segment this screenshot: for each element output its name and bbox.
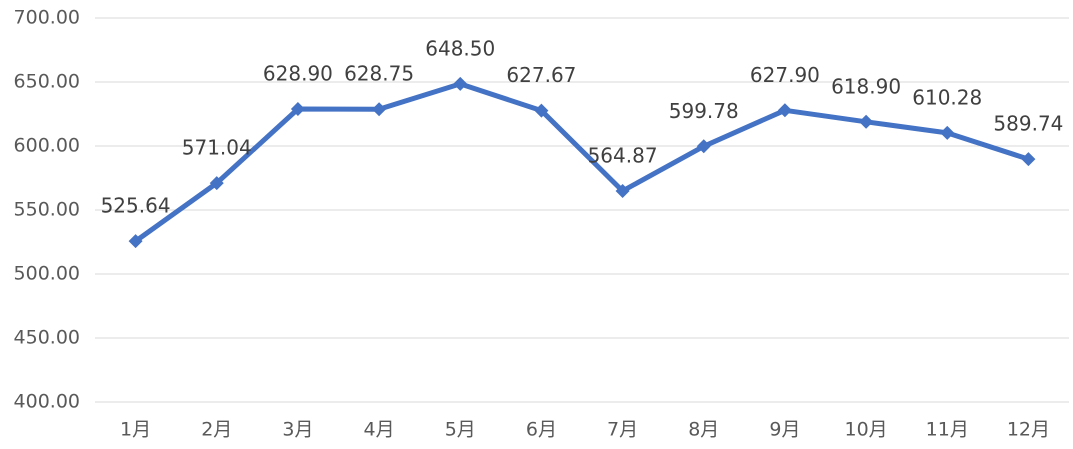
data-label: 627.67: [506, 63, 576, 87]
line: [134, 81, 1030, 244]
y-tick-label: 550.00: [14, 199, 80, 221]
data-label: 628.90: [263, 62, 333, 86]
x-tick-label: 8月: [688, 419, 719, 441]
data-label: 589.74: [993, 112, 1063, 136]
y-tick-label: 450.00: [14, 327, 80, 349]
marker: [615, 183, 630, 198]
y-tick-label: 700.00: [14, 7, 80, 29]
marker: [859, 114, 874, 129]
marker: [128, 234, 143, 249]
x-tick-label: 10月: [844, 419, 887, 441]
marker: [290, 102, 305, 117]
x-tick-label: 5月: [445, 419, 476, 441]
x-tick-label: 6月: [526, 419, 557, 441]
x-tick-label: 7月: [607, 419, 638, 441]
marker: [534, 103, 549, 118]
y-tick-label: 500.00: [14, 263, 80, 285]
x-tick-label: 4月: [364, 419, 395, 441]
y-tick-label: 400.00: [14, 391, 80, 413]
x-tick-label: 9月: [769, 419, 800, 441]
x-tick-label: 12月: [1007, 419, 1050, 441]
marker: [777, 103, 792, 118]
y-tick-label: 600.00: [14, 135, 80, 157]
data-label: 571.04: [182, 136, 252, 160]
data-label: 628.75: [344, 62, 414, 86]
marker: [940, 125, 955, 140]
data-label: 599.78: [669, 99, 739, 123]
marker: [209, 176, 224, 191]
data-label: 618.90: [831, 74, 901, 98]
marker: [1021, 152, 1036, 167]
marker: [453, 76, 468, 91]
marker: [696, 139, 711, 154]
data-label: 627.90: [750, 63, 820, 87]
data-label: 525.64: [101, 194, 171, 218]
data-label: 610.28: [912, 85, 982, 109]
data-label: 648.50: [425, 36, 495, 60]
x-tick-label: 2月: [201, 419, 232, 441]
data-label: 564.87: [588, 143, 658, 167]
x-tick-label: 11月: [926, 419, 969, 441]
x-tick-label: 1月: [120, 419, 151, 441]
marker: [372, 102, 387, 117]
y-tick-label: 650.00: [14, 71, 80, 93]
x-tick-label: 3月: [282, 419, 313, 441]
